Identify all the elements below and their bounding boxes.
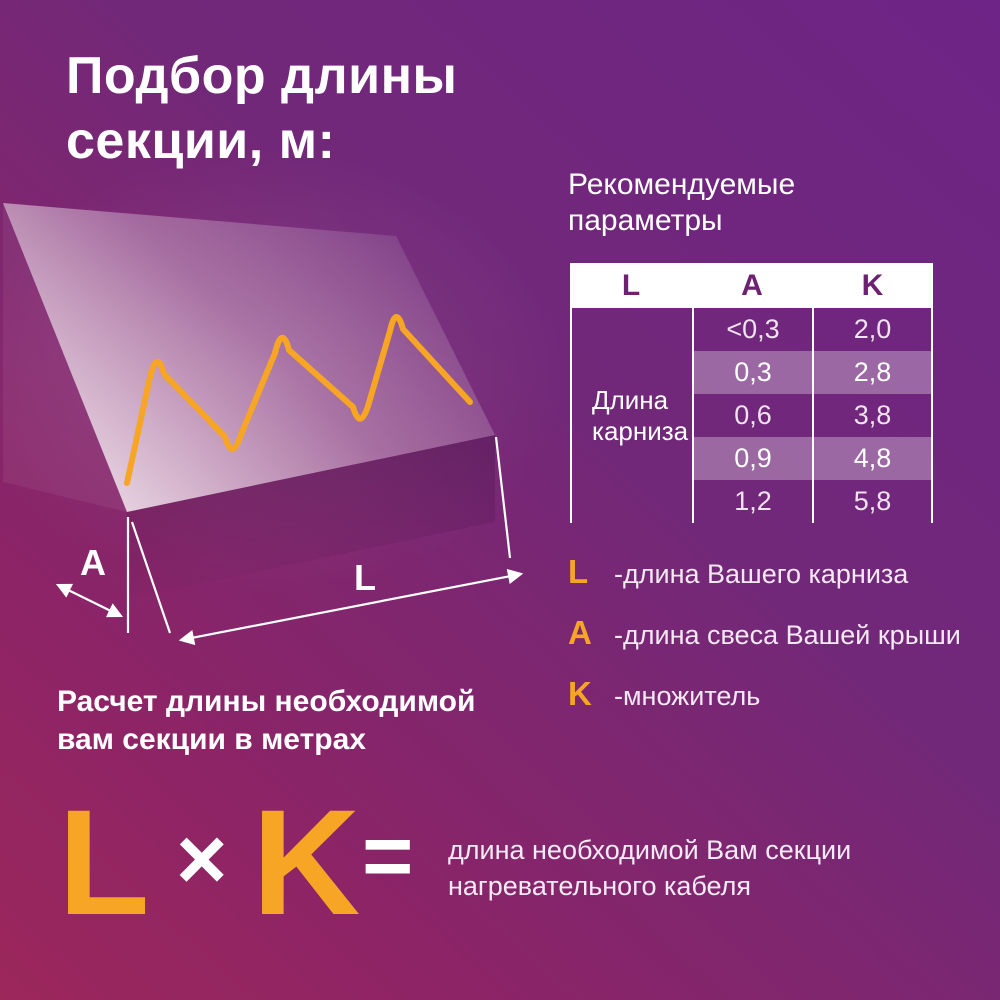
dimension-extension-line-slope (130, 521, 172, 634)
legend-symbol-a: A (568, 614, 592, 651)
formula-operand-k: K (252, 778, 361, 946)
page-title: Подбор длины секции, м: (66, 47, 458, 170)
legend-text-a: -длина свеса Вашей крыши (614, 620, 961, 650)
table-cell-k-2: 2,8 (812, 351, 933, 394)
table-cell-k-3: 3,8 (812, 394, 933, 437)
roof-fascia (127, 435, 495, 599)
dimension-label-a: A (80, 542, 106, 583)
legend-text-l: -длина Вашего карниза (614, 559, 909, 589)
formula-equals-sign: = (362, 806, 414, 905)
table-row-label: Длина карниза (570, 308, 692, 523)
legend-item-k: K -множитель (568, 674, 961, 714)
legend-item-l: L -длина Вашего карниза (568, 552, 961, 592)
table-cell-k-4: 4,8 (812, 437, 933, 480)
table-col-header-l: L (570, 263, 692, 308)
legend-item-a: A -длина свеса Вашей крыши (568, 613, 961, 653)
recommended-parameters-heading: Рекомендуемые параметры (568, 168, 796, 237)
table-cell-a-1: <0,3 (692, 308, 812, 351)
calc-heading: Расчет длины необходимой вам секции в ме… (57, 685, 476, 756)
dimension-arrow-l (178, 568, 524, 646)
formula-result-text: длина необходимой Вам секции нагреватель… (448, 835, 852, 901)
table-cell-k-1: 2,0 (812, 308, 933, 351)
roof-plane (3, 203, 495, 512)
dimension-label-l: L (354, 557, 376, 598)
table-col-header-k: K (812, 263, 933, 308)
formula-multiply-sign: × (176, 809, 228, 908)
parameters-table: L A K Длина карниза <0,3 2,0 0,3 2,8 0,6… (570, 263, 933, 523)
dimension-arrow-a (55, 583, 124, 618)
legend-symbol-l: L (568, 553, 589, 590)
roof-illustration: A L (3, 203, 524, 646)
legend-text-k: -множитель (614, 681, 761, 711)
table-cell-a-5: 1,2 (692, 480, 812, 523)
dimension-extension-line-right (494, 436, 512, 559)
legend-symbol-k: K (568, 675, 592, 712)
table-col-header-a: A (692, 263, 812, 308)
legend: L -длина Вашего карниза A -длина свеса В… (568, 552, 961, 735)
table-cell-a-3: 0,6 (692, 394, 812, 437)
table-cell-k-5: 5,8 (812, 480, 933, 523)
table-cell-a-4: 0,9 (692, 437, 812, 480)
heating-cable-zigzag (124, 314, 473, 486)
formula-operand-l: L (58, 778, 150, 946)
table-cell-a-2: 0,3 (692, 351, 812, 394)
